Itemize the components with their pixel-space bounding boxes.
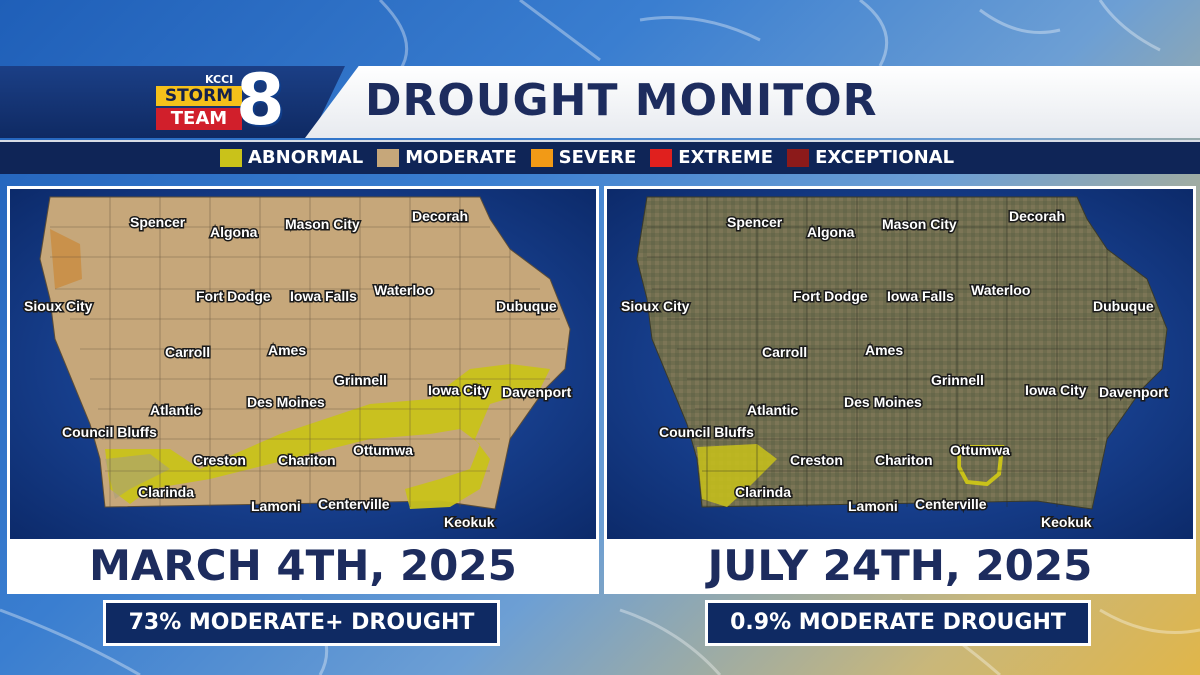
legend-item-moderate: MODERATE xyxy=(377,147,517,168)
legend-item-abnormal: ABNORMAL xyxy=(220,147,363,168)
page-title: DROUGHT MONITOR xyxy=(365,75,878,126)
date-july: JULY 24TH, 2025 xyxy=(707,541,1093,590)
legend-swatch xyxy=(650,148,673,167)
city-label-iowa-falls: Iowa Falls xyxy=(887,288,954,304)
title-bar xyxy=(305,66,1200,138)
city-label-algona: Algona xyxy=(807,224,855,240)
city-label-fort-dodge: Fort Dodge xyxy=(793,288,868,304)
city-label-centerville: Centerville xyxy=(915,496,987,512)
city-label-atlantic: Atlantic xyxy=(747,402,799,418)
city-label-carroll: Carroll xyxy=(165,344,210,360)
map-july-labels: Spencer Algona Mason City Decorah Sioux City… xyxy=(620,207,1171,532)
legend-swatch xyxy=(377,148,400,167)
city-label-centerville: Centerville xyxy=(318,496,390,512)
city-label-clarinda: Clarinda xyxy=(138,484,194,500)
city-label-atlantic: Atlantic xyxy=(150,402,202,418)
city-label-spencer: Spencer xyxy=(727,214,783,230)
city-label-creston: Creston xyxy=(790,452,843,468)
city-label-chariton: Chariton xyxy=(875,452,933,468)
legend-label: EXCEPTIONAL xyxy=(815,147,955,168)
legend-item-exceptional: EXCEPTIONAL xyxy=(787,147,954,168)
city-label-carroll: Carroll xyxy=(762,344,807,360)
city-label-iowa-falls: Iowa Falls xyxy=(290,288,357,304)
city-label-keokuk: Keokuk xyxy=(444,514,495,530)
city-label-creston: Creston xyxy=(193,452,246,468)
city-label-ames: Ames xyxy=(865,342,903,358)
city-label-davenport: Davenport xyxy=(502,384,572,400)
map-march: Spencer Algona Mason City Decorah Sioux City… xyxy=(10,189,596,539)
city-label-waterloo: Waterloo xyxy=(971,282,1030,298)
city-label-grinnell: Grinnell xyxy=(334,372,387,388)
city-label-mason-city: Mason City xyxy=(882,216,957,232)
city-label-sioux-city: Sioux City xyxy=(24,298,93,314)
city-label-grinnell: Grinnell xyxy=(931,372,984,388)
legend-swatch xyxy=(787,148,810,167)
city-label-waterloo: Waterloo xyxy=(374,282,433,298)
panel-july: Spencer Algona Mason City Decorah Sioux City… xyxy=(604,186,1196,594)
city-label-chariton: Chariton xyxy=(278,452,336,468)
city-label-dubuque: Dubuque xyxy=(496,298,557,314)
city-label-council-bluffs: Council Bluffs xyxy=(62,424,157,440)
map-march-svg xyxy=(39,196,571,510)
city-label-des-moines: Des Moines xyxy=(844,394,922,410)
city-label-sioux-city: Sioux City xyxy=(621,298,690,314)
legend-label: ABNORMAL xyxy=(248,147,364,168)
panel-march: Spencer Algona Mason City Decorah Sioux City… xyxy=(7,186,599,594)
legend-swatch xyxy=(530,148,553,167)
city-label-decorah: Decorah xyxy=(412,208,468,224)
city-label-spencer: Spencer xyxy=(130,214,186,230)
map-july-svg xyxy=(636,196,1168,510)
city-label-lamoni: Lamoni xyxy=(848,498,898,514)
legend-label: SEVERE xyxy=(558,147,637,168)
logo-kcci: KCCI xyxy=(205,73,234,86)
legend-swatch xyxy=(220,148,242,167)
city-label-mason-city: Mason City xyxy=(285,216,360,232)
legend-label: EXTREME xyxy=(678,147,774,168)
legend-bar: ABNORMAL MODERATE SEVERE EXTREME EXCEPTIONAL xyxy=(0,140,1200,174)
stat-july: 0.9% MODERATE DROUGHT xyxy=(705,600,1091,646)
map-march-labels: Spencer Algona Mason City Decorah Sioux City… xyxy=(23,207,574,532)
city-label-davenport: Davenport xyxy=(1099,384,1169,400)
legend-item-extreme: EXTREME xyxy=(650,147,773,168)
logo-number: 8 xyxy=(236,59,285,141)
city-label-fort-dodge: Fort Dodge xyxy=(196,288,271,304)
legend-label: MODERATE xyxy=(405,147,517,168)
city-label-decorah: Decorah xyxy=(1009,208,1065,224)
date-march: MARCH 4TH, 2025 xyxy=(89,541,517,590)
city-label-dubuque: Dubuque xyxy=(1093,298,1154,314)
logo-team: TEAM xyxy=(156,108,242,130)
city-label-algona: Algona xyxy=(210,224,258,240)
city-label-des-moines: Des Moines xyxy=(247,394,325,410)
city-label-iowa-city: Iowa City xyxy=(428,382,490,398)
city-label-clarinda: Clarinda xyxy=(735,484,791,500)
city-label-council-bluffs: Council Bluffs xyxy=(659,424,754,440)
city-label-ottumwa: Ottumwa xyxy=(950,442,1010,458)
legend-list: ABNORMAL MODERATE SEVERE EXTREME EXCEPTIONAL xyxy=(220,147,954,168)
legend-item-severe: SEVERE xyxy=(530,147,637,168)
header-bar: KCCI STORM TEAM 8 DROUGHT MONITOR xyxy=(0,59,1200,141)
city-label-ottumwa: Ottumwa xyxy=(353,442,413,458)
city-label-keokuk: Keokuk xyxy=(1041,514,1092,530)
city-label-lamoni: Lamoni xyxy=(251,498,301,514)
city-label-iowa-city: Iowa City xyxy=(1025,382,1087,398)
logo-storm: STORM xyxy=(156,86,242,106)
city-label-ames: Ames xyxy=(268,342,306,358)
stat-march: 73% MODERATE+ DROUGHT xyxy=(103,600,500,646)
map-july: Spencer Algona Mason City Decorah Sioux City… xyxy=(607,189,1193,539)
